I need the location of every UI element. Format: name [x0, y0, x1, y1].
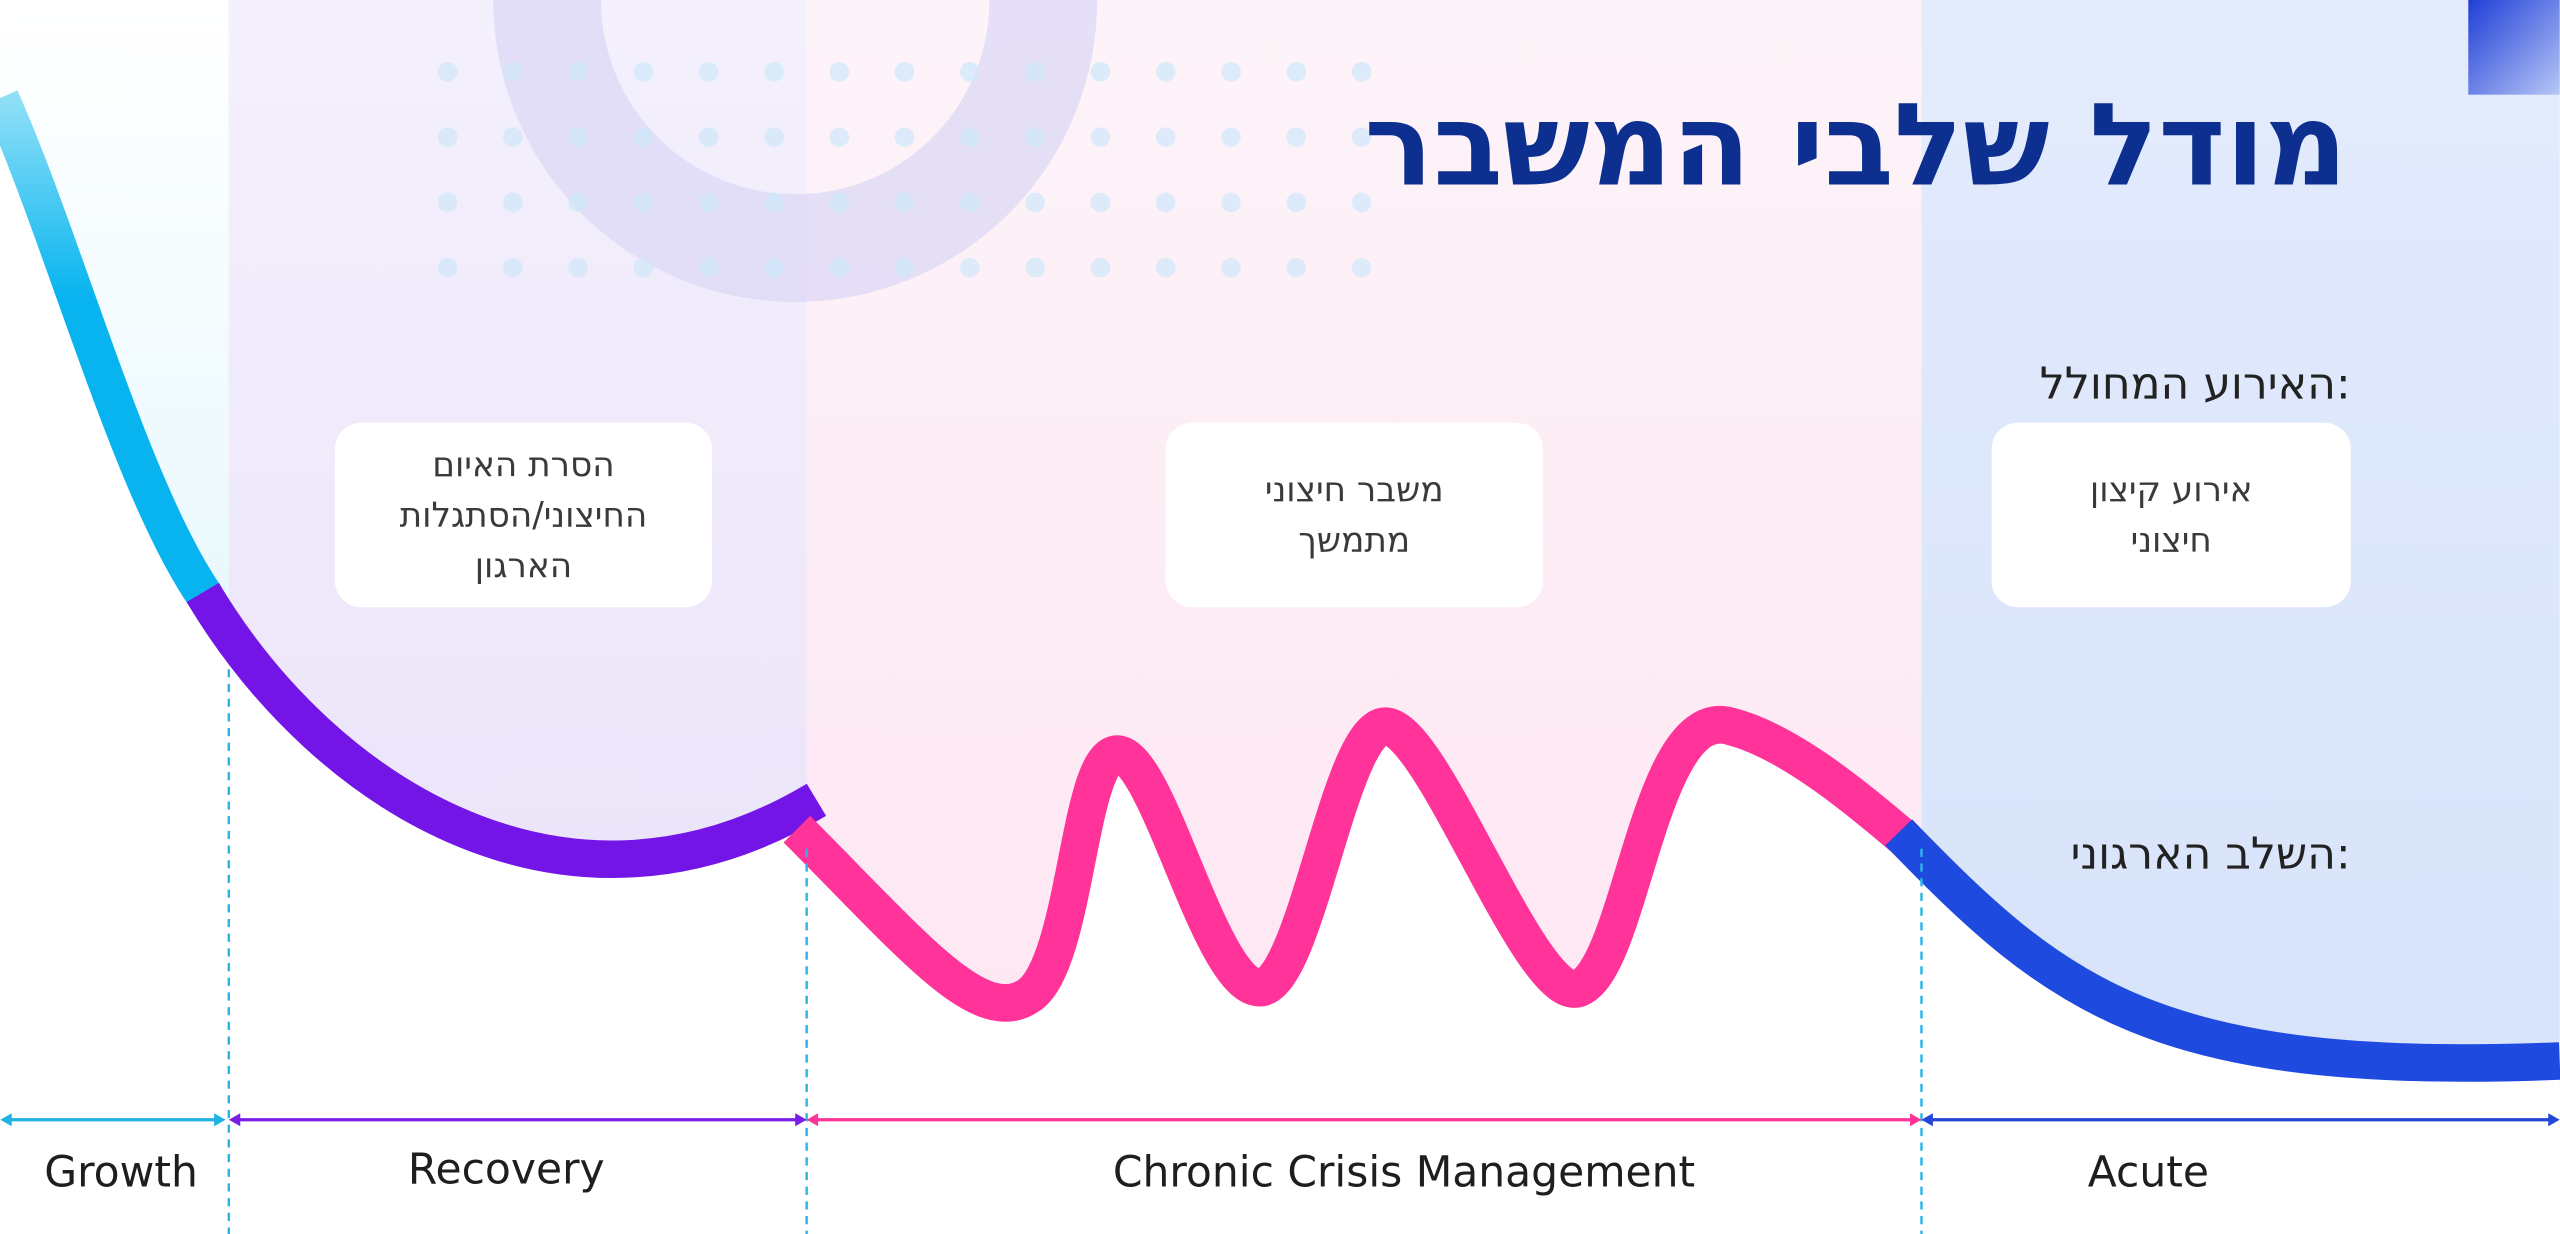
dot	[568, 127, 588, 147]
row-label: האירוע המחולל:	[2040, 358, 2351, 409]
diagram: Growth Recovery Chronic Crisis Managemen…	[0, 0, 2560, 1234]
dot	[1091, 62, 1111, 82]
dot	[438, 62, 458, 82]
page: Growth Recovery Chronic Crisis Managemen…	[0, 0, 2560, 1234]
dot	[568, 62, 588, 82]
dot	[634, 258, 654, 278]
event-box	[1992, 423, 2351, 607]
dot	[1091, 193, 1111, 213]
event-text: חיצוני	[2131, 521, 2212, 561]
dot	[895, 258, 915, 278]
dot	[1025, 62, 1045, 82]
dot	[1156, 258, 1176, 278]
dot	[829, 258, 849, 278]
dot	[1091, 258, 1111, 278]
phase-label: Recovery	[408, 1145, 605, 1194]
dot	[764, 127, 784, 147]
dot	[829, 62, 849, 82]
dot	[568, 193, 588, 213]
dot	[568, 258, 588, 278]
event-text: הסרת האיום	[432, 445, 614, 485]
dot	[1287, 127, 1307, 147]
dot	[895, 127, 915, 147]
dot	[1156, 193, 1176, 213]
dot	[438, 193, 458, 213]
dot	[960, 127, 980, 147]
dot	[503, 258, 523, 278]
dot	[1025, 193, 1045, 213]
dot	[1221, 127, 1241, 147]
dot	[1287, 193, 1307, 213]
dot	[764, 193, 784, 213]
event-boxes: הסרת האיום החיצוני/הסתגלות הארגון משבר חיצו…	[335, 423, 2351, 607]
dot	[960, 193, 980, 213]
event-text: הארגון	[475, 546, 572, 586]
dot	[895, 193, 915, 213]
event-text: מתמשך	[1298, 521, 1410, 561]
dot	[1156, 62, 1176, 82]
dot	[634, 62, 654, 82]
phase-label: Chronic Crisis Management	[1113, 1149, 1695, 1198]
dot	[699, 62, 719, 82]
dot	[1287, 258, 1307, 278]
dot	[895, 62, 915, 82]
event-box	[1166, 423, 1543, 607]
corner-decoration	[2468, 0, 2559, 95]
dot	[1025, 258, 1045, 278]
dot	[634, 193, 654, 213]
dot	[634, 127, 654, 147]
event-text: החיצוני/הסתגלות	[400, 495, 648, 535]
dot	[438, 127, 458, 147]
dot	[829, 127, 849, 147]
dot	[1156, 127, 1176, 147]
phase-label: Growth	[44, 1149, 198, 1198]
event-text: אירוע קיצון	[2090, 470, 2253, 510]
event-text: משבר חיצוני	[1265, 470, 1444, 510]
dot	[1221, 193, 1241, 213]
dot	[699, 127, 719, 147]
row-label: השלב הארגוני:	[2071, 828, 2351, 879]
dot	[829, 193, 849, 213]
dot	[699, 258, 719, 278]
dot	[764, 258, 784, 278]
dot	[503, 193, 523, 213]
dot	[960, 258, 980, 278]
dot	[1287, 62, 1307, 82]
phase-label: Acute	[2088, 1149, 2209, 1198]
dot	[1221, 62, 1241, 82]
dot	[699, 193, 719, 213]
dot	[1352, 258, 1372, 278]
dot	[764, 62, 784, 82]
dot	[960, 62, 980, 82]
title: מודל שלבי המשבר	[1364, 78, 2347, 211]
dot	[438, 258, 458, 278]
dot	[1091, 127, 1111, 147]
dot	[503, 127, 523, 147]
dot	[1025, 127, 1045, 147]
dot	[1221, 258, 1241, 278]
dot	[503, 62, 523, 82]
